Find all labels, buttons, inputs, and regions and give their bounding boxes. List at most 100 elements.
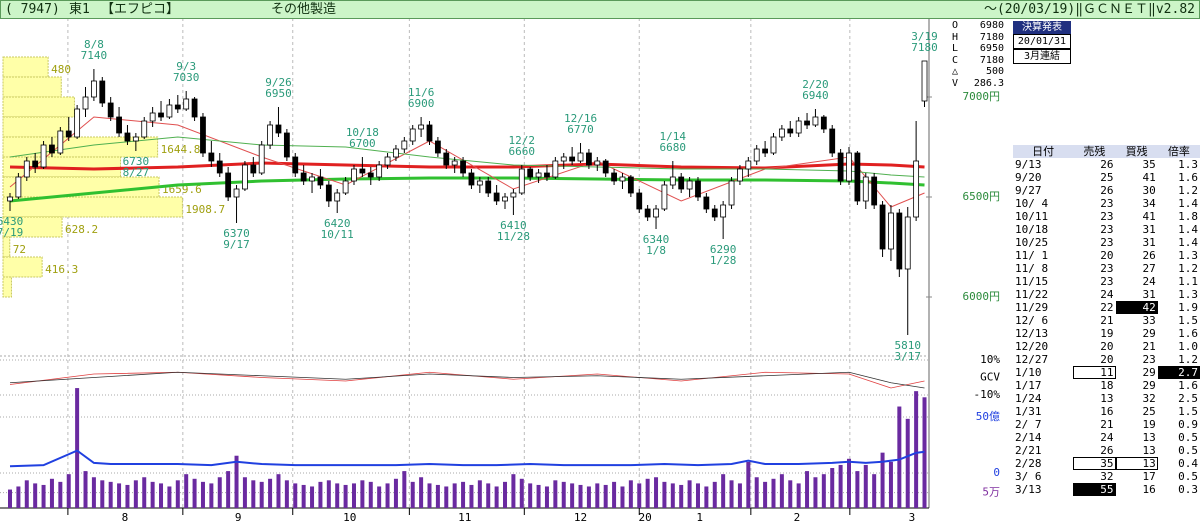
candle-body — [510, 192, 517, 198]
volume-bar — [444, 486, 449, 508]
volume-bar — [511, 474, 516, 508]
candle-body — [116, 116, 122, 134]
y-tick-label: 6000円 — [963, 290, 1001, 303]
annotation-date: 3/17 — [894, 350, 921, 363]
volume-bar — [494, 486, 499, 508]
candle-body — [107, 102, 114, 118]
candle-body — [367, 172, 374, 178]
table-cell: 23 — [1100, 275, 1114, 288]
candle-body — [99, 80, 106, 104]
annotation-price: 6290 — [710, 243, 737, 256]
candle-body — [686, 180, 693, 190]
table-cell: 1/17 — [1015, 379, 1042, 392]
annotation-date: 3/19 — [911, 30, 938, 43]
volume-bar — [704, 486, 709, 508]
table-row: 11/22 24 31 1.3 — [1013, 288, 1200, 301]
table-row: 11/15 23 24 1.1 — [1013, 275, 1200, 288]
volume-bar — [360, 480, 365, 508]
candle-body — [695, 180, 701, 198]
table-cell: 23 — [1100, 223, 1114, 236]
volume-bar — [117, 483, 122, 508]
table-cell: 29 — [1142, 379, 1156, 392]
table-cell: 3/ 6 — [1015, 470, 1042, 483]
table-row: 12/20 20 21 1.0 — [1013, 340, 1200, 353]
earnings-title: 決算発表 — [1013, 21, 1071, 34]
volume-bar — [242, 477, 247, 508]
volume-bar — [276, 474, 281, 508]
volume-bar — [905, 418, 910, 508]
candle-body — [426, 124, 433, 142]
volume-bar — [662, 481, 667, 508]
candle-body — [518, 168, 525, 194]
header-bar: ( 7947) 東1 【エフピコ】 その他製造 ～(20/03/19)‖ＧＣＮＥ… — [0, 0, 1200, 19]
candle-body — [913, 160, 920, 218]
table-cell: 9/27 — [1015, 184, 1042, 197]
info-value: 7180 — [979, 31, 1004, 43]
candle-body — [493, 192, 500, 202]
table-cell: 1.6 — [1178, 171, 1198, 184]
volume-bar — [125, 484, 130, 508]
candle-body — [711, 208, 718, 218]
column-header: 倍率 — [1157, 145, 1200, 158]
table-cell: 12/27 — [1015, 353, 1049, 366]
volume-bar — [284, 480, 289, 508]
candle-body — [527, 168, 534, 178]
table-cell: 1.3 — [1178, 249, 1198, 262]
info-key: △ — [952, 66, 959, 77]
table-row: 11/ 8 23 27 1.2 — [1013, 262, 1200, 275]
x-tick-label: 20 — [638, 511, 651, 524]
volume-bar — [863, 464, 868, 508]
volume-bar — [461, 481, 466, 508]
volume-bar — [234, 455, 239, 508]
candle-body — [879, 204, 886, 250]
table-cell: 2/14 — [1015, 431, 1042, 444]
candle-body — [594, 160, 601, 166]
volume-bar — [477, 480, 482, 508]
table-cell: 1.4 — [1178, 236, 1198, 249]
volume-profile-bar — [2, 196, 183, 218]
table-cell: 1.3 — [1178, 288, 1198, 301]
info-value: 7180 — [979, 54, 1004, 66]
candle-body — [225, 172, 232, 198]
info-value: 500 — [985, 66, 1004, 77]
candle-body — [804, 120, 810, 126]
volume-bar — [821, 474, 826, 508]
info-row: V 286.3 — [952, 78, 1004, 90]
candle-body — [795, 120, 802, 134]
table-cell: 13 — [1100, 392, 1114, 405]
candle-body — [91, 80, 97, 98]
annotation-date: 1/14 — [660, 130, 687, 143]
volume-bar — [75, 388, 80, 508]
table-cell: 1.6 — [1178, 379, 1198, 392]
candle-body — [7, 196, 13, 202]
table-cell: 41 — [1142, 171, 1156, 184]
table-body: 9/13 26 35 1.3 9/20 25 41 1.6 9/27 26 30 1.2 10/ 4 23… — [1013, 158, 1200, 496]
volume-bar — [452, 483, 457, 508]
table-cell: 22 — [1100, 301, 1114, 314]
volume-bar — [435, 484, 440, 508]
volume-bar — [872, 474, 877, 508]
volume-profile-bar — [2, 76, 62, 98]
annotation-price: 7140 — [81, 49, 108, 62]
volume-bar — [553, 480, 558, 508]
table-cell: 26 — [1100, 444, 1114, 457]
volume-bar — [469, 484, 474, 508]
volume-bar — [318, 481, 323, 508]
volume-bar — [301, 484, 306, 508]
volume-bar — [796, 483, 801, 508]
candle-body — [418, 124, 425, 130]
table-header: 日付 売残 買残 倍率 — [1013, 145, 1200, 158]
volume-bar — [645, 478, 650, 508]
table-cell: 1.5 — [1178, 314, 1198, 327]
volume-bar — [746, 461, 751, 508]
x-tick-label: 1 — [696, 511, 703, 524]
volume-bar — [184, 474, 189, 508]
candle-body — [158, 112, 164, 118]
volume-profile-bar — [2, 56, 49, 78]
sector: その他製造 — [271, 2, 337, 17]
volume-bar — [293, 483, 298, 508]
table-cell: 32 — [1142, 392, 1156, 405]
x-tick-label: 12 — [574, 511, 587, 524]
volume-bar — [150, 481, 155, 508]
